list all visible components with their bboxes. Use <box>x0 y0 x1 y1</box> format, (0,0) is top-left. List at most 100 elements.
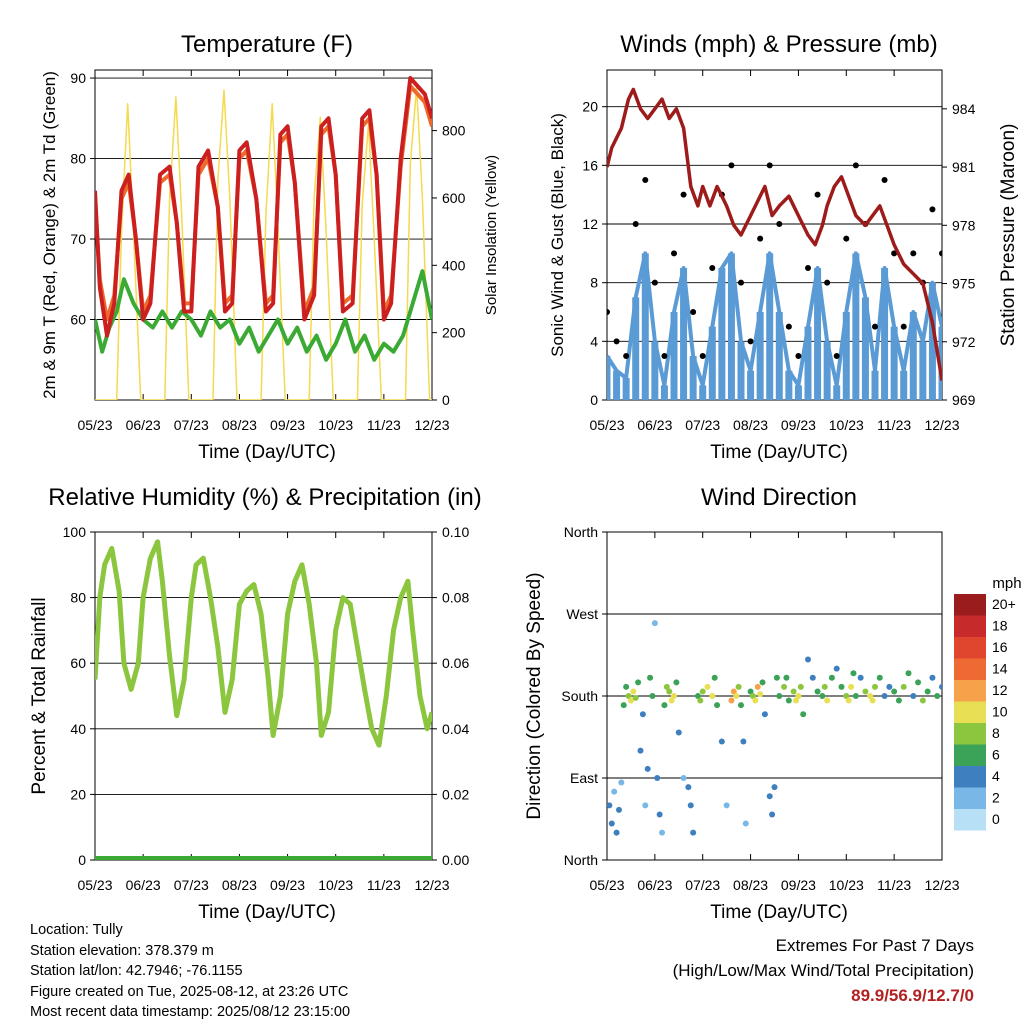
wind-direction-point <box>876 674 883 681</box>
wind-direction-point <box>663 683 670 690</box>
wind-direction-point <box>905 670 912 677</box>
wind-direction-point <box>872 683 878 690</box>
x-tick-label: 07/23 <box>174 417 209 433</box>
x-tick-label: 09/23 <box>270 417 305 433</box>
gust-point <box>805 265 811 271</box>
gust-point <box>929 206 936 213</box>
legend-label: 4 <box>992 768 1000 784</box>
wind-direction-point <box>819 693 826 699</box>
wind-direction-point <box>651 620 658 627</box>
y-axis-label: 2m & 9m T (Red, Orange) & 2m Td (Green) <box>40 71 59 399</box>
wind-direction-point <box>685 784 692 791</box>
plot-area <box>607 87 942 400</box>
legend-swatch <box>954 809 986 831</box>
gust-point <box>814 191 821 198</box>
wind-direction-point <box>637 747 644 754</box>
y-tick-label: West <box>566 606 598 622</box>
wind-direction-point <box>680 775 687 781</box>
x-tick-label: 05/23 <box>77 417 112 433</box>
info-elevation: Station elevation: 378.379 m <box>30 942 214 959</box>
wind-direction-point <box>687 802 694 809</box>
chart-title: Wind Direction <box>701 484 857 511</box>
y-tick-label: 8 <box>590 275 598 291</box>
y-tick-label: 20 <box>70 786 86 802</box>
legend-label: 0 <box>992 811 1000 827</box>
gust-point <box>852 162 859 169</box>
y-axis-label: Sonic Wind & Gust (Blue, Black) <box>548 113 567 357</box>
chart-title: Relative Humidity (%) & Precipitation (i… <box>48 484 481 511</box>
x-tick-label: 12/23 <box>414 417 449 433</box>
gust-point <box>623 353 630 359</box>
extremes-box: Extremes For Past 7 Days (High/Low/Max W… <box>673 933 974 1008</box>
y2-tick-label: 972 <box>952 334 976 350</box>
y2-tick-label: 0.00 <box>442 852 469 868</box>
y-tick-label: 60 <box>70 655 86 671</box>
info-recent: Most recent data timestamp: 2025/08/12 2… <box>30 1004 351 1020</box>
wind-direction-point <box>728 697 735 704</box>
extremes-title: Extremes For Past 7 Days <box>775 936 974 955</box>
gust-point <box>766 162 773 169</box>
plot-area <box>95 76 432 400</box>
wind-direction-point <box>900 683 907 690</box>
wind-direction-point <box>838 683 845 690</box>
x-tick-label: 07/23 <box>685 417 720 433</box>
wind-direction-point <box>623 683 630 690</box>
x-tick-label: 12/23 <box>924 877 959 893</box>
wind-direction-point <box>690 829 697 836</box>
y-tick-label: East <box>570 770 598 786</box>
gust-point <box>747 338 754 345</box>
y2-tick-label: 0.04 <box>442 721 469 737</box>
chart-title: Winds (mph) & Pressure (mb) <box>620 31 937 58</box>
x-tick-label: 08/23 <box>222 417 257 433</box>
legend-label: 2 <box>992 790 1000 806</box>
gust-point <box>661 353 668 359</box>
wind-direction-point <box>611 788 618 795</box>
y-tick-label: 4 <box>590 333 598 349</box>
wind-direction-point <box>627 697 634 704</box>
wind-direction-point <box>632 694 639 701</box>
y2-tick-label: 981 <box>952 159 976 175</box>
wind-direction-point <box>886 683 893 690</box>
legend-label: 18 <box>992 618 1008 634</box>
x-tick-label: 12/23 <box>414 877 449 893</box>
legend-label: 20+ <box>992 596 1016 612</box>
wind-direction-point <box>730 688 737 695</box>
wind-direction-point <box>881 693 888 699</box>
gust-point <box>651 279 658 286</box>
wind-direction-point <box>639 711 646 718</box>
legend-label: 16 <box>992 639 1008 655</box>
x-tick-label: 07/23 <box>685 877 720 893</box>
wind-direction-point <box>771 784 778 791</box>
y-tick-label: 90 <box>70 70 86 86</box>
y-tick-label: 20 <box>582 99 598 115</box>
wind-direction-point <box>649 693 656 699</box>
wind-direction-point <box>694 693 701 699</box>
y-tick-label: 40 <box>70 721 86 737</box>
wind-direction-point <box>635 679 642 686</box>
wind-direction-point <box>857 674 864 681</box>
wind-direction-point <box>718 738 725 745</box>
wind-direction-point <box>797 683 804 690</box>
wind-direction-point <box>795 693 802 699</box>
legend-swatch <box>954 615 986 637</box>
wind-direction-point <box>659 829 666 836</box>
plot-area <box>95 539 432 860</box>
wind-direction-point <box>752 697 759 704</box>
y-tick-label: North <box>564 524 598 540</box>
y2-axis-label: Station Pressure (Maroon) <box>998 124 1019 347</box>
y2-tick-label: 800 <box>442 123 466 139</box>
wind-direction-point <box>781 683 788 690</box>
x-tick-label: 06/23 <box>126 417 161 433</box>
wind-direction-point <box>625 693 632 699</box>
series-station-pressure <box>607 87 942 381</box>
legend-label: 6 <box>992 747 1000 763</box>
wind-direction-point <box>790 688 797 695</box>
y2-tick-label: 969 <box>952 392 976 408</box>
wind-direction-point <box>776 693 783 699</box>
y-tick-label: 80 <box>70 590 86 606</box>
wind-direction-point <box>759 679 766 686</box>
y2-tick-label: 0.10 <box>442 524 469 540</box>
y-tick-label: 0 <box>78 852 86 868</box>
panel-4: Wind Direction Time (Day/UTC) Direction (C… <box>524 484 1022 923</box>
